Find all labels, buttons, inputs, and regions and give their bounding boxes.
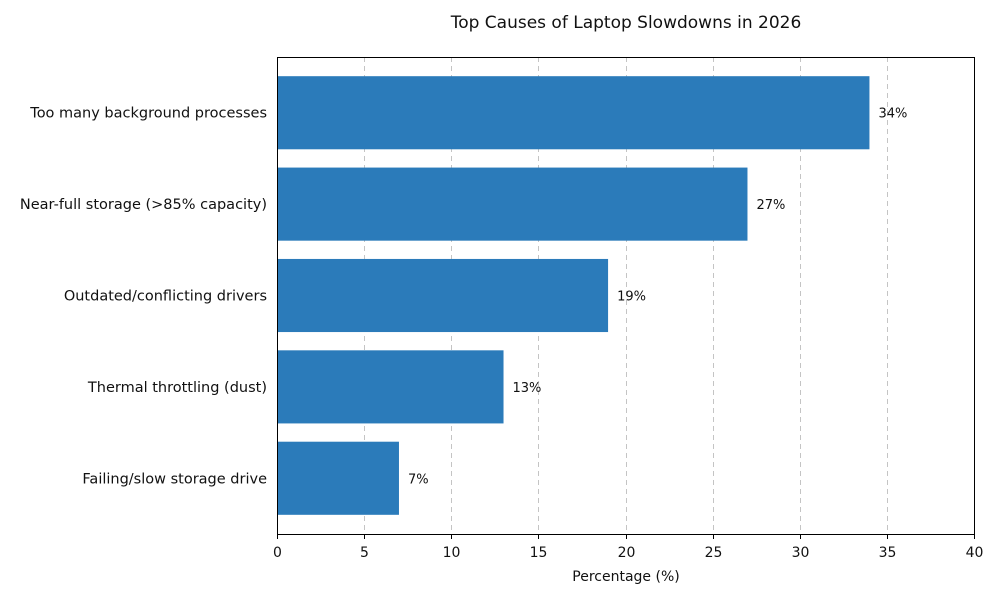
- bar: [277, 258, 609, 333]
- x-tick-label: 35: [879, 545, 897, 561]
- chart-title: Top Causes of Laptop Slowdowns in 2026: [450, 13, 802, 33]
- x-tick-label: 15: [530, 545, 548, 561]
- category-label: Failing/slow storage drive: [82, 471, 267, 487]
- bars: [277, 76, 870, 515]
- x-tick-label: 0: [273, 545, 282, 561]
- value-labels: 34% 27% 19% 13% 7%: [408, 107, 907, 488]
- x-axis-ticks: 0 5 10 15 20 25 30 35 40: [273, 534, 983, 561]
- bar: [277, 76, 870, 150]
- bar-value-label: 13%: [513, 381, 542, 396]
- x-tick-label: 10: [443, 545, 461, 561]
- bar-value-label: 27%: [756, 198, 785, 213]
- x-axis-label: Percentage (%): [572, 569, 679, 585]
- category-label: Near-full storage (>85% capacity): [20, 197, 267, 213]
- category-label: Too many background processes: [29, 106, 267, 122]
- bar-value-label: 7%: [408, 472, 429, 487]
- category-label: Outdated/conflicting drivers: [64, 289, 267, 305]
- plot-frame: [277, 57, 975, 535]
- bar: [277, 167, 748, 241]
- bar: [277, 441, 399, 515]
- bar-value-label: 19%: [617, 290, 646, 305]
- x-tick-label: 30: [792, 545, 810, 561]
- x-tick-label: 20: [618, 545, 636, 561]
- x-tick-label: 5: [360, 545, 369, 561]
- bar-value-label: 34%: [878, 107, 907, 122]
- category-labels: Too many background processes Near-full s…: [20, 106, 267, 488]
- x-tick-label: 25: [705, 545, 723, 561]
- bar: [277, 350, 504, 424]
- x-tick-label: 40: [966, 545, 984, 561]
- category-label: Thermal throttling (dust): [87, 380, 267, 396]
